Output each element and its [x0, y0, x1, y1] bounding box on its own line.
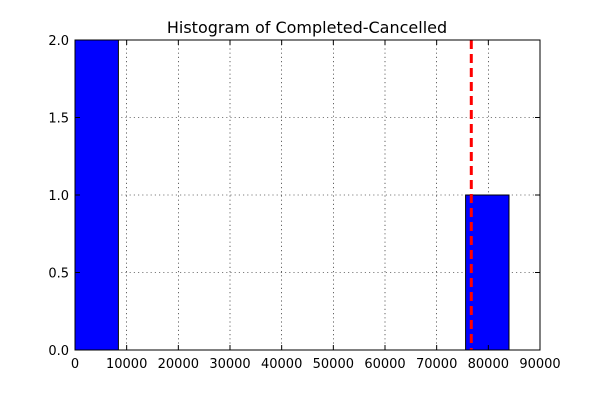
histogram-bars [74, 39, 510, 351]
x-tick-label: 90000 [519, 357, 560, 372]
x-tick-label: 10000 [106, 357, 147, 372]
histogram-bar-9 [465, 194, 510, 351]
chart-title: Histogram of Completed-Cancelled [167, 18, 447, 37]
x-tick-label: 0 [71, 357, 79, 372]
y-tick-label: 0.5 [48, 267, 69, 282]
y-tick-label: 1.5 [48, 112, 69, 127]
histogram-bar-0 [74, 39, 119, 351]
x-tick-label: 70000 [416, 357, 457, 372]
x-axis-tick-labels: 0 10000 20000 30000 40000 50000 60000 70000 8000… [71, 357, 561, 372]
y-tick-label: 0.0 [48, 344, 69, 359]
x-tick-label: 50000 [313, 357, 354, 372]
y-tick-label: 1.0 [48, 189, 69, 204]
x-tick-label: 30000 [209, 357, 250, 372]
axis-ticks [74, 39, 541, 351]
x-tick-label: 80000 [468, 357, 509, 372]
x-tick-label: 40000 [261, 357, 302, 372]
x-tick-label: 20000 [158, 357, 199, 372]
y-axis-tick-labels: 0.0 0.5 1.0 1.5 2.0 [48, 34, 69, 359]
y-tick-label: 2.0 [48, 34, 69, 49]
x-tick-label: 60000 [364, 357, 405, 372]
